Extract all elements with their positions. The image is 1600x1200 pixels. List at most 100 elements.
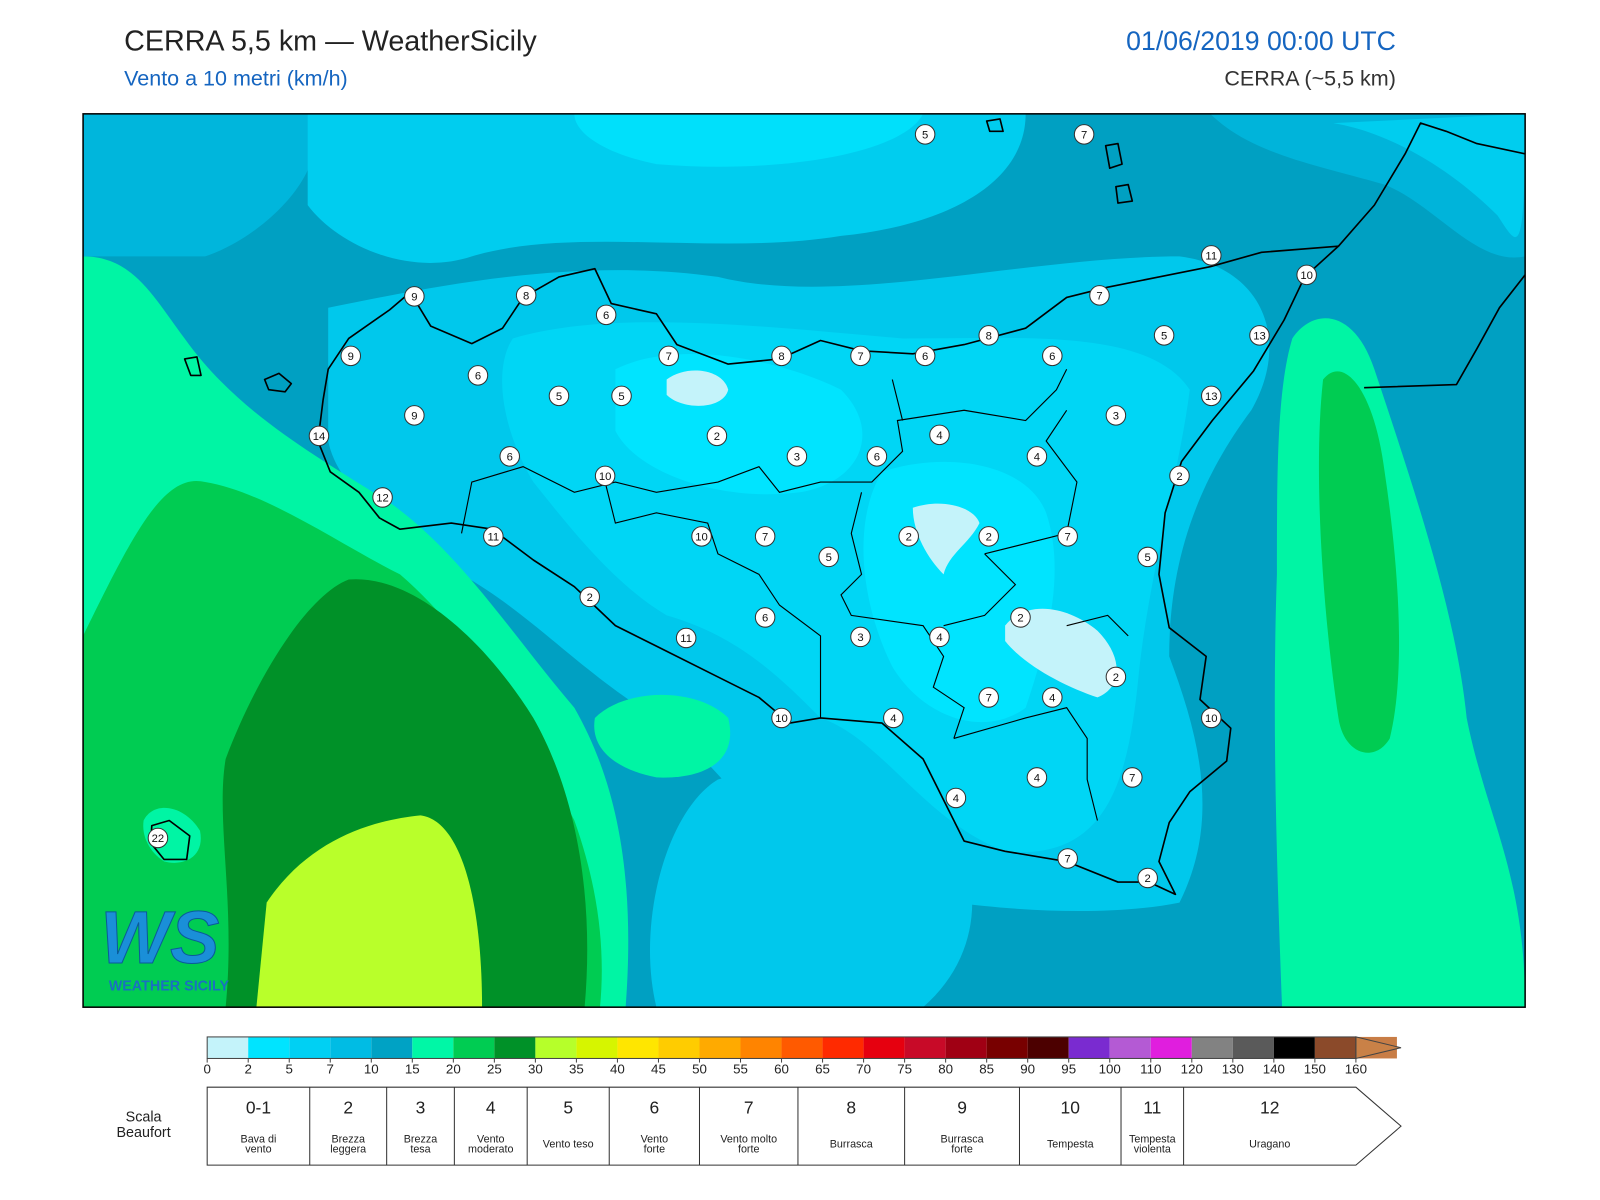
station-marker (467, 365, 489, 386)
colorbar-tick-label: 0 (203, 1061, 210, 1076)
station-value: 7 (762, 531, 768, 543)
datetime: 01/06/2019 00:00 UTC (1126, 26, 1396, 56)
station-value: 11 (487, 531, 499, 543)
beaufort-description: Burrasca (830, 1138, 873, 1150)
island (1115, 183, 1134, 204)
station-marker (1057, 526, 1078, 547)
station-value: 5 (922, 129, 928, 141)
station-marker (499, 446, 520, 467)
station-value: 7 (986, 692, 992, 704)
island (985, 118, 1004, 133)
station: 6 (866, 446, 888, 467)
field-zone (83, 113, 315, 257)
colorbar-segment (822, 1036, 864, 1059)
colorbar-segment (494, 1036, 536, 1059)
station-value: 4 (953, 793, 959, 805)
colorbar-tick-label: 110 (1140, 1061, 1161, 1076)
station: 2 (1010, 607, 1031, 628)
province-border (943, 553, 1129, 637)
beaufort-description: Vento (477, 1133, 505, 1145)
station: 4 (929, 626, 950, 648)
field-zone (256, 815, 483, 1008)
beaufort-force: 11 (1143, 1097, 1161, 1117)
colorbar-tick-label: 90 (1020, 1061, 1035, 1076)
station: 5 (1137, 546, 1158, 568)
station: 11 (675, 627, 697, 649)
colorbar-tick-label: 120 (1181, 1061, 1203, 1076)
station-value: 9 (411, 291, 417, 303)
station: 2 (978, 526, 999, 547)
station-marker (1137, 867, 1158, 889)
station: 8 (515, 285, 537, 306)
station: 4 (929, 424, 950, 446)
station-marker (595, 304, 617, 326)
station-value: 11 (1205, 250, 1217, 262)
beaufort-description: Brezza (331, 1133, 364, 1145)
beaufort-description: Bava di (241, 1133, 277, 1145)
logo-mark: WS (101, 896, 220, 979)
station-marker (850, 626, 871, 648)
station-value: 10 (1205, 713, 1218, 725)
beaufort-description: tesa (410, 1144, 430, 1156)
beaufort-force: 7 (744, 1097, 754, 1117)
station-marker (1169, 465, 1190, 487)
subtitle: Vento a 10 metri (km/h) (124, 67, 348, 91)
station-value: 5 (1161, 330, 1167, 342)
colorbar-segment (330, 1036, 372, 1059)
colorbar-tick-label: 55 (733, 1061, 748, 1076)
colorbar-segment (617, 1036, 659, 1059)
station: 10 (771, 707, 792, 729)
station-marker (1042, 345, 1063, 367)
colorbar-segment (1191, 1036, 1233, 1059)
beaufort-force: 2 (343, 1097, 353, 1117)
station-marker (675, 627, 697, 649)
station: 2 (1169, 465, 1190, 487)
island (263, 372, 293, 393)
beaufort-description: Vento molto (720, 1133, 777, 1145)
station: 12 (372, 487, 393, 508)
beaufort-description: Burrasca (941, 1133, 984, 1145)
colorbar: 0 2 5 7 10 15 20 25 30 35 40 45 50 55 60 65 70 75 80 85 90 95… (203, 1036, 1402, 1076)
station: 6 (499, 446, 520, 467)
coastlines (149, 118, 1526, 896)
station-value: 6 (874, 451, 880, 463)
station-marker (1042, 687, 1063, 708)
station-value: 8 (523, 290, 529, 302)
station-value: 10 (775, 713, 788, 725)
station-value: 2 (1017, 612, 1023, 624)
colorbar-tick-label: 95 (1061, 1061, 1076, 1076)
colorbar-segment (535, 1036, 577, 1059)
beaufort-force: 3 (416, 1097, 426, 1117)
station: 13 (1249, 325, 1270, 346)
colorbar-segment (412, 1036, 454, 1059)
station: 7 (1073, 124, 1095, 145)
colorbar-segment (453, 1036, 495, 1059)
colorbar-tick-label: 40 (610, 1061, 625, 1076)
station: 5 (548, 385, 570, 407)
colorbar-tick-label: 2 (244, 1061, 251, 1076)
station: 6 (595, 304, 617, 326)
station: 4 (945, 787, 967, 809)
station: 6 (1042, 345, 1063, 367)
station-value: 4 (936, 632, 942, 644)
station-value: 7 (1065, 531, 1071, 543)
station-value: 6 (922, 351, 928, 363)
station-marker (1026, 767, 1048, 788)
colorbar-tick-label: 65 (815, 1061, 830, 1076)
station-marker (658, 345, 679, 367)
station-value: 10 (599, 471, 612, 483)
station: 4 (1026, 446, 1048, 467)
station-value: 9 (348, 351, 354, 363)
station: 8 (771, 345, 792, 367)
station: 10 (1296, 264, 1317, 286)
station: 7 (1089, 285, 1110, 306)
colorbar-tick-label: 85 (979, 1061, 994, 1076)
station: 4 (883, 707, 904, 729)
station-marker (929, 626, 950, 648)
beaufort-description: Brezza (404, 1133, 437, 1145)
colorbar-tick-label: 70 (856, 1061, 871, 1076)
colorbar-tick-label: 100 (1099, 1061, 1121, 1076)
station-value: 2 (714, 431, 720, 443)
colorbar-segment (576, 1036, 618, 1059)
